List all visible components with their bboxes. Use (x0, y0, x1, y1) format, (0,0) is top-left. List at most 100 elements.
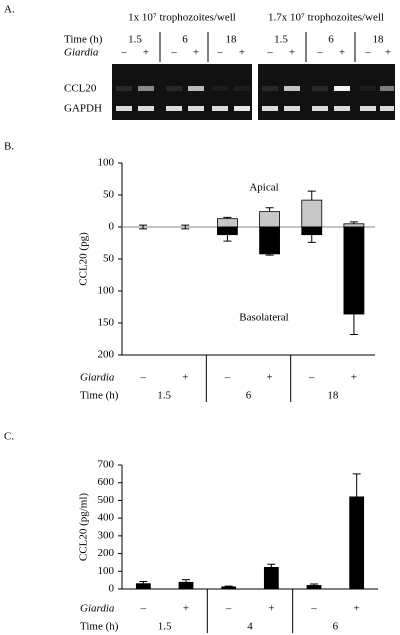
x-tick-label: – (310, 603, 317, 615)
x-tick-label: – (139, 372, 146, 384)
bar (301, 199, 323, 228)
y-tick-label: 150 (98, 317, 115, 329)
error-bar (310, 583, 318, 586)
giardia-sign: + (193, 47, 199, 59)
x-tick-label: – (140, 603, 147, 615)
time-label: 6 (182, 34, 188, 46)
y-tick-label: 50 (103, 189, 115, 201)
panel-label: B. (4, 141, 14, 153)
group-label: 1.5 (158, 621, 172, 633)
x-tick-label: + (266, 372, 272, 384)
error-bar (181, 224, 190, 230)
x-tick-label: – (225, 603, 232, 615)
giardia-sign: – (266, 47, 273, 59)
y-tick-label: 600 (98, 476, 115, 488)
x-tick-label: + (354, 603, 360, 615)
y-tick-label: 400 (98, 512, 115, 524)
gel (258, 64, 395, 120)
x-tick-label: + (182, 372, 188, 384)
giardia-sign: – (364, 47, 371, 59)
x-tick-label: + (183, 603, 189, 615)
giardia-sign: + (385, 47, 391, 59)
gel-bands (116, 86, 394, 111)
series-label: Apical (249, 182, 278, 194)
row-label: Time (h) (64, 34, 103, 46)
giardia-signs: – + – + – + – + – + – + (120, 47, 391, 59)
time-label: 1.5 (274, 34, 288, 46)
giardia-sign: – (170, 47, 177, 59)
row-label: Time (h) (80, 621, 119, 633)
group-label: 6 (333, 621, 339, 633)
row-label: Giardia (80, 372, 115, 384)
panel-label: C. (4, 431, 14, 443)
y-axis-label: CCL20 (pg) (78, 232, 90, 286)
giardia-sign: – (216, 47, 223, 59)
y-tick-label: 100 (98, 565, 115, 577)
bar (221, 586, 237, 590)
y-tick-label: 200 (98, 547, 115, 559)
x-tick-label: + (268, 603, 274, 615)
bar (259, 226, 280, 255)
bar (259, 211, 280, 228)
giardia-sign: – (316, 47, 323, 59)
error-bar (182, 579, 190, 583)
time-label: 6 (328, 34, 334, 46)
giardia-sign: + (143, 47, 149, 59)
band-label: GAPDH (64, 103, 102, 115)
time-label: 1.5 (128, 34, 142, 46)
group-label: 18 (327, 390, 339, 402)
group-label: 6 (246, 390, 252, 402)
giardia-sign: + (239, 47, 245, 59)
x-tick-label: – (224, 372, 231, 384)
bar (217, 226, 238, 236)
separators (159, 32, 356, 62)
bar (343, 226, 365, 315)
bar (349, 496, 365, 590)
y-tick-label: 500 (98, 494, 115, 506)
series-label: Basolateral (239, 312, 288, 324)
bar (263, 566, 279, 590)
giardia-sign: – (120, 47, 127, 59)
giardia-sign: + (339, 47, 345, 59)
error-bar (307, 190, 316, 201)
error-bar (307, 234, 316, 243)
gel (112, 64, 252, 120)
x-tick-label: + (351, 372, 357, 384)
error-bar (265, 253, 274, 256)
row-label: Giardia (64, 47, 99, 59)
y-tick-label: 200 (98, 349, 115, 361)
error-bar (349, 221, 358, 224)
bar (301, 226, 323, 236)
error-bar (223, 234, 232, 242)
y-tick-label: 100 (98, 157, 115, 169)
group-label: 1.5 (157, 390, 171, 402)
error-bar (139, 224, 148, 230)
error-bar (139, 581, 148, 584)
bar (343, 223, 365, 228)
error-bar (265, 207, 274, 212)
y-tick-label: 700 (98, 459, 115, 471)
group-label: 4 (247, 621, 253, 633)
bar (178, 581, 194, 590)
y-tick-label: 50 (103, 253, 115, 265)
time-label: 18 (373, 34, 385, 46)
y-tick-label: 0 (109, 583, 115, 595)
bar (306, 585, 322, 590)
time-label: 18 (226, 34, 238, 46)
band-label: CCL20 (64, 83, 97, 95)
y-tick-label: 0 (109, 221, 115, 233)
error-bar (224, 585, 233, 587)
panel-label: A. (4, 4, 15, 16)
condition-title: 1x 10⁷ trophozoites/well (128, 12, 236, 24)
x-tick-label: – (308, 372, 315, 384)
row-label: Giardia (80, 603, 115, 615)
bar (135, 583, 151, 590)
error-bar (223, 216, 232, 219)
error-bar (352, 473, 361, 497)
error-bar (267, 563, 276, 568)
y-tick-label: 100 (98, 285, 115, 297)
y-axis-label: CCL20 (pg/ml) (78, 493, 90, 561)
row-label: Time (h) (80, 390, 119, 402)
bar (217, 218, 238, 228)
